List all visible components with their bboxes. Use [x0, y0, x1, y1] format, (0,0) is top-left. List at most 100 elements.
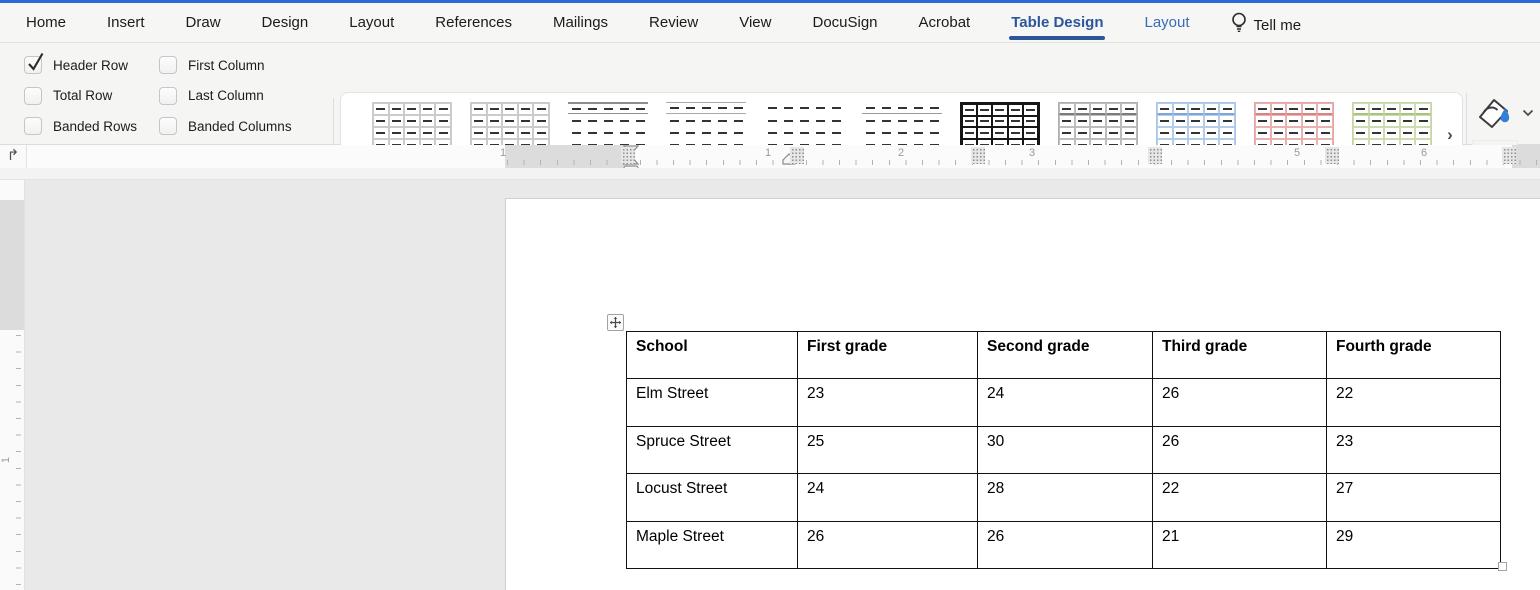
style-thumb-cell: [1219, 115, 1235, 127]
style-thumb-cell: [1301, 103, 1318, 115]
style-thumb-cell: [1415, 103, 1431, 115]
style-thumb-cell: [1090, 127, 1106, 139]
checkbox-banded-columns[interactable]: Banded Columns: [159, 117, 292, 135]
menu-tab-references[interactable]: References: [435, 14, 513, 31]
table-move-handle[interactable]: [607, 314, 624, 331]
style-thumb-cell: [1059, 103, 1075, 115]
style-thumb-cell: [1105, 103, 1122, 115]
table-header-cell[interactable]: Fourth grade: [1326, 330, 1501, 380]
style-thumb-cell: [1172, 115, 1189, 127]
table-column-marker[interactable]: [1148, 147, 1162, 164]
table-cell[interactable]: 26: [1152, 425, 1327, 475]
table-cell[interactable]: 21: [1152, 520, 1327, 569]
style-thumb-cell: [533, 115, 549, 127]
table-cell[interactable]: 26: [977, 520, 1153, 569]
menu-tab-review[interactable]: Review: [649, 14, 699, 31]
table-column-marker[interactable]: [971, 147, 985, 164]
chevron-down-icon: [1522, 109, 1534, 117]
table-cell[interactable]: 22: [1326, 378, 1501, 427]
table-cell[interactable]: 26: [1152, 378, 1327, 427]
table-cell[interactable]: 30: [977, 425, 1153, 475]
table-cell[interactable]: 24: [797, 473, 978, 522]
style-thumb-cell: [1384, 127, 1400, 139]
style-thumb-cell: [419, 103, 436, 115]
table-header-cell[interactable]: First grade: [797, 330, 978, 380]
checkbox-header-row[interactable]: Header Row: [24, 52, 129, 74]
style-thumb-cell: [502, 103, 518, 115]
menu-tab-mailings[interactable]: Mailings: [553, 14, 609, 31]
table-column-marker[interactable]: [1502, 147, 1516, 164]
table-resize-handle[interactable]: [1498, 562, 1507, 571]
style-thumb-cell: [584, 102, 600, 115]
table-header-row: School First grade Second grade Third grade…: [626, 330, 1501, 380]
style-thumb-cell: [666, 102, 682, 115]
checkbox-total-row[interactable]: Total Row: [24, 86, 112, 105]
style-thumb-cell: [373, 103, 389, 115]
style-thumb-cell: [910, 127, 926, 139]
style-thumb-cell: [502, 115, 518, 127]
ruler-gap: [0, 168, 1540, 180]
checkbox-box[interactable]: [24, 52, 44, 74]
table-cell[interactable]: 24: [977, 378, 1153, 427]
menu-tab-tell-me[interactable]: Tell me: [1231, 12, 1301, 34]
table-cell[interactable]: 27: [1326, 473, 1501, 522]
checkbox-banded-rows[interactable]: Banded Rows: [24, 117, 137, 135]
table-cell[interactable]: Spruce Street: [626, 425, 798, 475]
table-header-cell[interactable]: School: [626, 330, 798, 380]
table-cell[interactable]: 23: [797, 378, 978, 427]
table-cell[interactable]: 26: [797, 520, 978, 569]
checkbox-box[interactable]: [159, 56, 177, 74]
style-thumb-cell: [1074, 115, 1091, 127]
checkbox-box[interactable]: [159, 86, 177, 105]
table-column-marker[interactable]: [621, 147, 635, 164]
style-thumb-cell: [862, 102, 878, 115]
style-thumb-cell: [404, 115, 420, 127]
table-header-cell[interactable]: Second grade: [977, 330, 1153, 380]
checkbox-box[interactable]: [24, 86, 42, 105]
style-thumb-cell: [862, 127, 878, 139]
checkbox-first-column[interactable]: First Column: [159, 56, 265, 74]
style-thumb-cell: [910, 114, 926, 126]
table-column-marker[interactable]: [790, 147, 804, 164]
menu-tab-design[interactable]: Design: [261, 14, 309, 31]
table-cell[interactable]: Locust Street: [626, 473, 798, 522]
table-header-cell[interactable]: Third grade: [1152, 330, 1327, 380]
menu-bar: Home Insert Draw Design Layout References Mail…: [0, 3, 1540, 43]
style-thumb-cell: [764, 127, 780, 139]
style-thumb-cell: [600, 127, 616, 139]
menu-tab-docusign[interactable]: DocuSign: [812, 14, 878, 31]
table-cell[interactable]: Maple Street: [626, 520, 798, 569]
table-cell[interactable]: 25: [797, 425, 978, 475]
table-column-marker[interactable]: [1325, 147, 1339, 164]
menu-tab-layout[interactable]: Layout: [349, 14, 395, 31]
style-thumb-cell: [1188, 127, 1204, 139]
document-table: School First grade Second grade Third grade…: [626, 330, 1501, 569]
table-cell[interactable]: 29: [1326, 520, 1501, 569]
menu-tab-layout-table[interactable]: Layout: [1144, 14, 1190, 31]
checkbox-box[interactable]: [159, 117, 177, 135]
style-thumb-cell: [682, 127, 698, 139]
style-thumb-cell: [404, 103, 420, 115]
style-thumb-cell: [1286, 127, 1302, 139]
style-thumb-cell: [419, 127, 436, 139]
menu-tab-insert[interactable]: Insert: [107, 14, 145, 31]
menu-tab-view[interactable]: View: [739, 14, 772, 31]
style-thumb-cell: [1203, 115, 1220, 127]
table-cell[interactable]: Elm Street: [626, 378, 798, 427]
menu-tab-table-design[interactable]: Table Design: [1009, 14, 1106, 40]
table-cell[interactable]: 22: [1152, 473, 1327, 522]
menu-tab-home[interactable]: Home: [26, 14, 67, 31]
checkbox-last-column[interactable]: Last Column: [159, 86, 264, 105]
gallery-more-button[interactable]: ›: [1447, 125, 1453, 144]
menu-tab-acrobat[interactable]: Acrobat: [918, 14, 971, 31]
table-cell[interactable]: 23: [1326, 425, 1501, 475]
style-thumb-cell: [1255, 115, 1271, 127]
tab-selector[interactable]: ↱: [0, 145, 27, 168]
table-cell[interactable]: 28: [977, 473, 1153, 522]
checkbox-box[interactable]: [24, 117, 42, 135]
menu-tab-draw[interactable]: Draw: [185, 14, 221, 31]
style-thumb-cell: [1368, 103, 1385, 115]
checkbox-label: Header Row: [53, 57, 129, 73]
ruler-number: 6: [1420, 147, 1428, 159]
ribbon: Header Row Total Row Banded Rows First Colu…: [0, 43, 1540, 175]
